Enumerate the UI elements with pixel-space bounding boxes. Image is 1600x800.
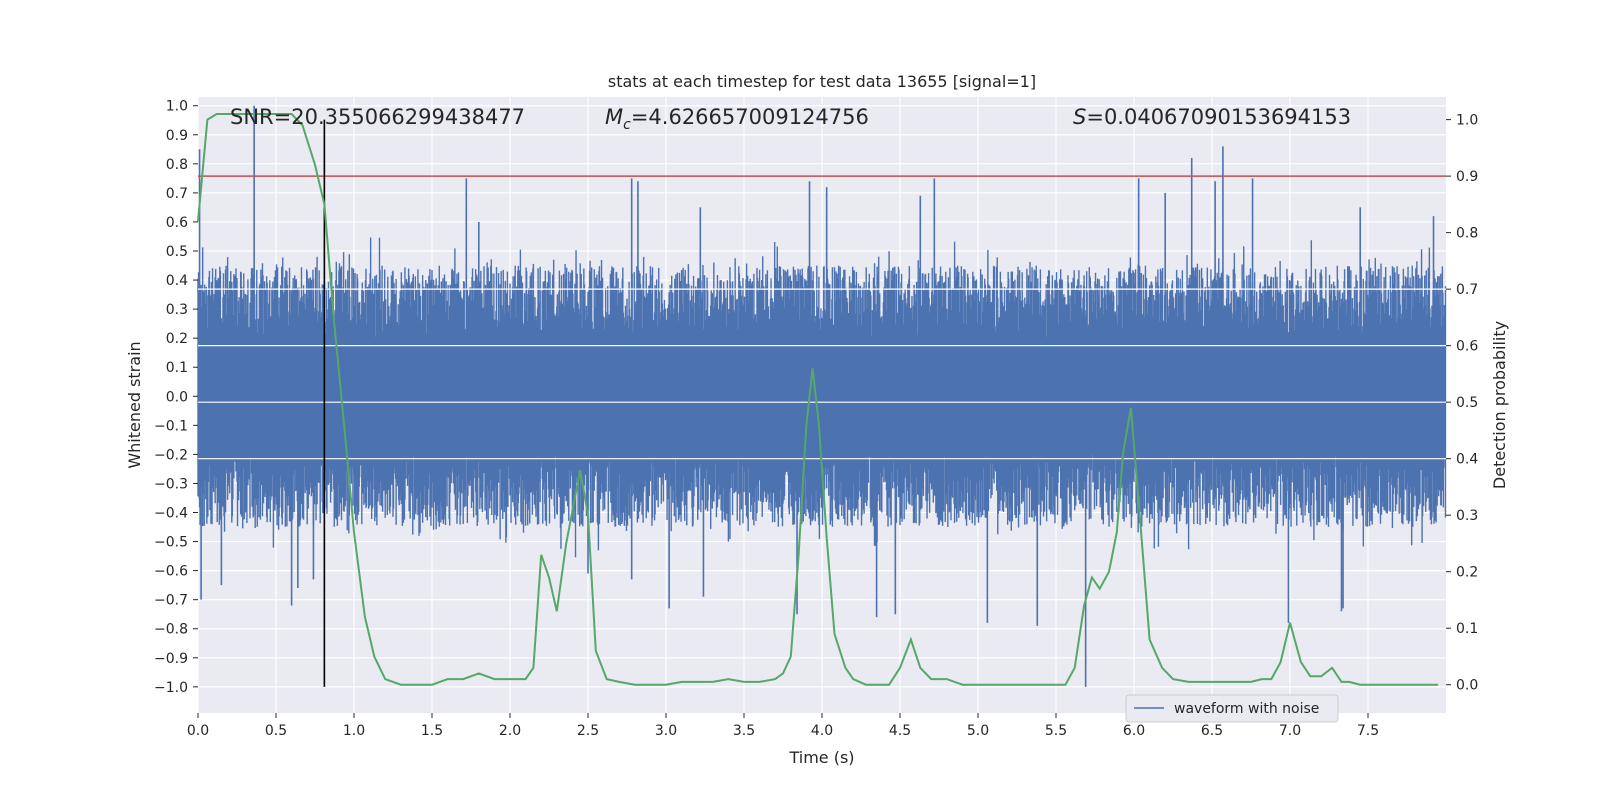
probability-series [197, 113, 1439, 686]
y-right-tick-label: 0.5 [1456, 395, 1478, 411]
legend-box [1125, 694, 1339, 723]
x-tick-label: 4.0 [811, 723, 833, 739]
y-left-tick-label: −0.1 [154, 418, 188, 434]
legend-label-waveform: waveform with noise [1174, 701, 1319, 717]
y-right-tick-label: 0.4 [1456, 452, 1478, 468]
y-right-tick-label: 0.9 [1456, 169, 1478, 185]
x-tick-label: 5.0 [967, 723, 989, 739]
waveform-series [197, 105, 1447, 687]
s-value: =0.04067090153694153 [1086, 105, 1351, 129]
x-tick-label: 0.5 [265, 723, 287, 739]
mc-symbol: M [605, 105, 623, 129]
y-right-tick-label: 0.0 [1456, 678, 1478, 694]
legend: waveform with noise [1125, 694, 1339, 723]
y-left-tick-label: 1.0 [166, 99, 188, 115]
y-right-tick-label: 0.1 [1456, 621, 1478, 637]
axis-ticks: 0.0 0.5 1.0 1.5 2.0 2.5 3.0 3.5 4.0 4.5 5.0 5.5 6.0 6… [154, 99, 1478, 739]
y-right-tick-label: 0.3 [1456, 508, 1478, 524]
y-left-tick-label: −0.7 [154, 593, 188, 609]
y-left-tick-label: 0.1 [166, 360, 188, 376]
x-tick-label: 6.0 [1123, 723, 1145, 739]
y-left-tick-label: 0.3 [166, 302, 188, 318]
y-left-tick-label: 0.0 [166, 389, 188, 405]
y-axis-right-label: Detection probability [1490, 321, 1509, 489]
y-left-tick-label: 0.5 [166, 244, 188, 260]
x-tick-label: 1.5 [421, 723, 443, 739]
y-right-tick-label: 0.6 [1456, 339, 1478, 355]
y-left-tick-label: −0.9 [154, 651, 188, 667]
y-left-tick-label: 0.7 [166, 186, 188, 202]
x-tick-label: 4.5 [889, 723, 911, 739]
y-right-tick-label: 1.0 [1456, 113, 1478, 129]
x-tick-label: 7.0 [1279, 723, 1301, 739]
mc-value: =4.626657009124756 [631, 105, 869, 129]
y-left-tick-label: 0.4 [166, 273, 188, 289]
x-tick-label: 5.5 [1045, 723, 1067, 739]
probability-line [197, 113, 1439, 686]
y-right-tick-label: 0.8 [1456, 226, 1478, 242]
y-left-tick-label: −0.6 [154, 564, 188, 580]
chirp-mass-annotation: Mc=4.626657009124756 [605, 105, 869, 133]
y-left-tick-label: −0.3 [154, 476, 188, 492]
y-left-tick-label: −0.5 [154, 535, 188, 551]
x-tick-label: 3.0 [655, 723, 677, 739]
y-left-tick-label: −0.2 [154, 447, 188, 463]
y-left-tick-label: −0.4 [154, 506, 188, 522]
y-axis-left-label: Whitened strain [125, 341, 144, 468]
s-annotation: S=0.04067090153694153 [1073, 105, 1351, 129]
x-tick-label: 2.0 [499, 723, 521, 739]
mc-subscript: c [623, 117, 631, 133]
x-tick-label: 1.0 [343, 723, 365, 739]
y-left-tick-label: −1.0 [154, 680, 188, 696]
x-tick-label: 2.5 [577, 723, 599, 739]
snr-annotation: SNR=20.355066299438477 [230, 105, 525, 129]
x-tick-label: 3.5 [733, 723, 755, 739]
y-left-tick-label: 0.9 [166, 128, 188, 144]
x-axis-label: Time (s) [788, 748, 854, 767]
y-left-tick-label: 0.2 [166, 331, 188, 347]
y-right-tick-label: 0.2 [1456, 565, 1478, 581]
x-tick-label: 0.0 [187, 723, 209, 739]
y-left-tick-label: −0.8 [154, 622, 188, 638]
waveform-core-band [198, 343, 1446, 455]
chart-title: stats at each timestep for test data 136… [608, 72, 1036, 91]
y-left-tick-label: 0.6 [166, 215, 188, 231]
y-right-tick-label: 0.7 [1456, 282, 1478, 298]
y-left-tick-label: 0.8 [166, 157, 188, 173]
s-symbol: S [1073, 105, 1086, 129]
x-tick-label: 6.5 [1201, 723, 1223, 739]
x-tick-label: 7.5 [1357, 723, 1379, 739]
